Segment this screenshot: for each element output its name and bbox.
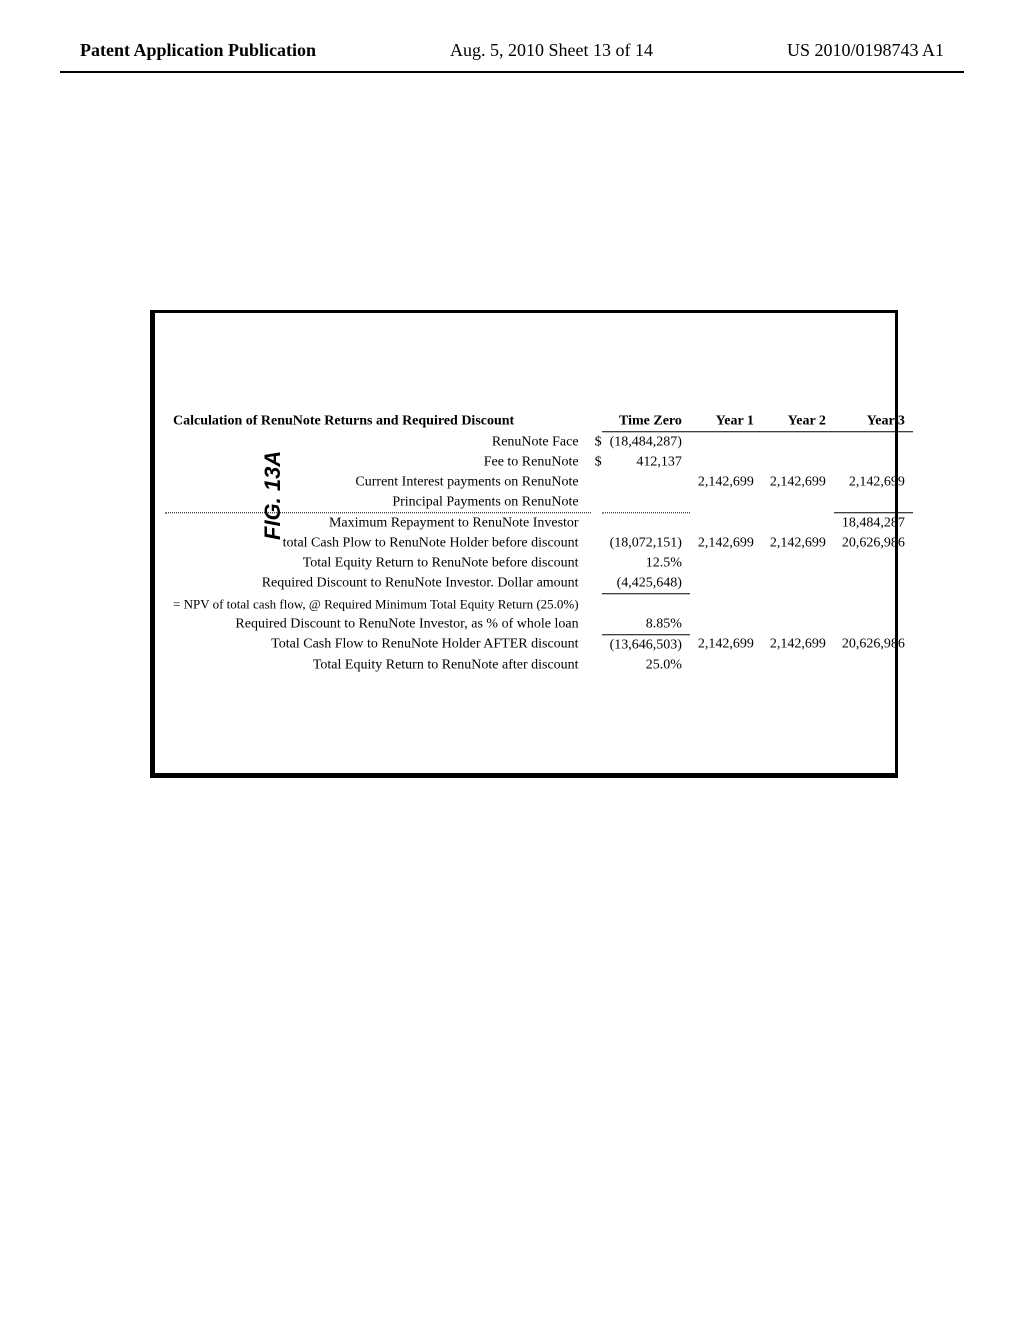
currency-symbol xyxy=(591,655,602,675)
currency-symbol: $ xyxy=(591,432,602,453)
val-tz xyxy=(602,513,690,534)
val-y3 xyxy=(834,655,913,675)
row-label: Fee to RenuNote xyxy=(165,452,591,472)
val-y1 xyxy=(690,452,762,472)
row-label: Principal Payments on RenuNote xyxy=(165,492,591,513)
val-tz xyxy=(602,492,690,513)
val-y1 xyxy=(690,614,762,635)
header-left: Patent Application Publication xyxy=(80,40,316,61)
val-y2: 2,142,699 xyxy=(762,533,834,553)
val-y1 xyxy=(690,492,762,513)
table-row: Required Discount to RenuNote Investor. … xyxy=(165,573,913,594)
val-y3: 20,626,986 xyxy=(834,533,913,553)
val-tz: (4,425,648) xyxy=(602,573,690,594)
val-y2: 2,142,699 xyxy=(762,472,834,492)
currency-symbol: $ xyxy=(591,452,602,472)
row-label: total Cash Plow to RenuNote Holder befor… xyxy=(165,533,591,553)
header-center: Aug. 5, 2010 Sheet 13 of 14 xyxy=(450,40,653,61)
val-tz: 12.5% xyxy=(602,553,690,573)
val-tz: (13,646,503) xyxy=(602,634,690,655)
val-y2: 2,142,699 xyxy=(762,634,834,655)
val-tz: 25.0% xyxy=(602,655,690,675)
val-y3 xyxy=(834,594,913,614)
currency-symbol xyxy=(591,472,602,492)
row-label: Required Discount to RenuNote Investor, … xyxy=(165,614,591,635)
val-tz xyxy=(602,594,690,614)
row-label: Current Interest payments on RenuNote xyxy=(165,472,591,492)
figure-frame: Calculation of RenuNote Returns and Requ… xyxy=(150,310,898,778)
val-y2 xyxy=(762,492,834,513)
val-y3 xyxy=(834,573,913,594)
val-y1 xyxy=(690,513,762,534)
val-y1 xyxy=(690,594,762,614)
table-row: Required Discount to RenuNote Investor, … xyxy=(165,614,913,635)
figure-caption: FIG. 13A xyxy=(260,451,286,540)
col-time-zero: Time Zero xyxy=(602,411,690,432)
page-header: Patent Application Publication Aug. 5, 2… xyxy=(0,0,1024,71)
row-label: Total Cash Flow to RenuNote Holder AFTER… xyxy=(165,634,591,655)
row-label: = NPV of total cash flow, @ Required Min… xyxy=(165,594,591,614)
table-row: Total Cash Flow to RenuNote Holder AFTER… xyxy=(165,634,913,655)
col-year-2: Year 2 xyxy=(762,411,834,432)
val-y2 xyxy=(762,614,834,635)
row-label: Maximum Repayment to RenuNote Investor xyxy=(165,513,591,534)
currency-symbol xyxy=(591,533,602,553)
val-y2 xyxy=(762,553,834,573)
val-y3 xyxy=(834,492,913,513)
val-y1 xyxy=(690,432,762,453)
currency-symbol xyxy=(591,492,602,513)
currency-symbol xyxy=(591,634,602,655)
val-y3: 2,142,699 xyxy=(834,472,913,492)
val-tz: (18,484,287) xyxy=(602,432,690,453)
currency-symbol xyxy=(591,553,602,573)
row-label: Required Discount to RenuNote Investor. … xyxy=(165,573,591,594)
currency-symbol xyxy=(591,594,602,614)
table-header-row: Calculation of RenuNote Returns and Requ… xyxy=(165,411,913,432)
val-y3 xyxy=(834,614,913,635)
val-y1: 2,142,699 xyxy=(690,634,762,655)
val-y1: 2,142,699 xyxy=(690,533,762,553)
val-y3 xyxy=(834,432,913,453)
row-label: RenuNote Face xyxy=(165,432,591,453)
currency-symbol xyxy=(591,513,602,534)
val-y3: 20,626,986 xyxy=(834,634,913,655)
currency-symbol xyxy=(591,614,602,635)
val-y3 xyxy=(834,553,913,573)
row-label: Total Equity Return to RenuNote after di… xyxy=(165,655,591,675)
table-row: Total Equity Return to RenuNote before d… xyxy=(165,553,913,573)
table-title: Calculation of RenuNote Returns and Requ… xyxy=(165,411,602,432)
table-row: Total Equity Return to RenuNote after di… xyxy=(165,655,913,675)
val-y1 xyxy=(690,573,762,594)
val-tz: (18,072,151) xyxy=(602,533,690,553)
val-y1 xyxy=(690,655,762,675)
val-y3: 18,484,287 xyxy=(834,513,913,534)
col-year-3: Year 3 xyxy=(834,411,913,432)
val-y3 xyxy=(834,452,913,472)
currency-symbol xyxy=(591,573,602,594)
val-y1 xyxy=(690,553,762,573)
table-row: = NPV of total cash flow, @ Required Min… xyxy=(165,594,913,614)
val-y2 xyxy=(762,655,834,675)
val-y2 xyxy=(762,573,834,594)
val-y1: 2,142,699 xyxy=(690,472,762,492)
col-year-1: Year 1 xyxy=(690,411,762,432)
table-row: RenuNote Face $ (18,484,287) xyxy=(165,432,913,453)
val-tz xyxy=(602,472,690,492)
val-y2 xyxy=(762,594,834,614)
val-y2 xyxy=(762,513,834,534)
header-right: US 2010/0198743 A1 xyxy=(787,40,944,61)
val-y2 xyxy=(762,452,834,472)
header-rule xyxy=(60,71,964,73)
val-tz: 8.85% xyxy=(602,614,690,635)
row-label: Total Equity Return to RenuNote before d… xyxy=(165,553,591,573)
val-y2 xyxy=(762,432,834,453)
val-tz: 412,137 xyxy=(602,452,690,472)
